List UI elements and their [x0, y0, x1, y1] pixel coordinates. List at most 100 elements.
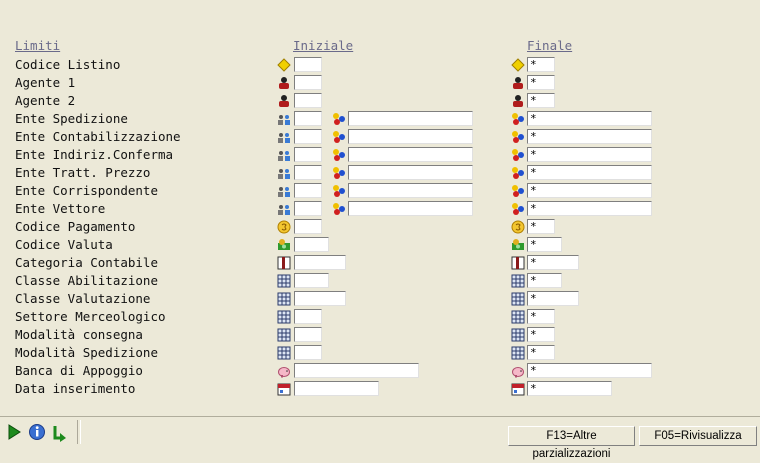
balls-icon [512, 149, 524, 161]
balls-icon [333, 185, 345, 197]
filter-row-ente-spedizione: Ente Spedizione * [0, 110, 760, 128]
final-value-input[interactable]: * [527, 129, 652, 144]
initial-value-input[interactable] [294, 273, 329, 288]
filter-label: Codice Pagamento [15, 219, 136, 234]
initial-value-input[interactable] [294, 237, 329, 252]
initial-value-input[interactable] [294, 165, 322, 180]
grid-icon [511, 346, 525, 360]
diamond-icon [511, 58, 525, 72]
final-value-input[interactable]: * [527, 327, 555, 342]
initial-description-input[interactable] [348, 201, 473, 216]
initial-value-input[interactable] [294, 93, 322, 108]
final-value-input[interactable]: * [527, 237, 562, 252]
calendar-icon [511, 383, 525, 396]
agent-icon [513, 77, 523, 89]
filter-row-settore-merceologico: Settore Merceologico * [0, 308, 760, 326]
initial-value-input[interactable] [294, 345, 322, 360]
balls-icon [512, 185, 524, 197]
balls-icon [512, 113, 524, 125]
filter-label: Agente 1 [15, 75, 76, 90]
grid-icon [277, 274, 291, 288]
final-value-input[interactable]: * [527, 255, 579, 270]
info-icon[interactable] [28, 422, 46, 442]
final-value-input[interactable]: * [527, 183, 652, 198]
filter-row-codice-listino: Codice Listino * [0, 56, 760, 74]
filter-label: Ente Contabilizzazione [15, 129, 181, 144]
final-value-input[interactable]: * [527, 111, 652, 126]
filter-label: Modalità consegna [15, 327, 143, 342]
people-icon [278, 205, 290, 215]
people-icon [278, 187, 290, 197]
filter-row-ente-tratt-prezzo: Ente Tratt. Prezzo * [0, 164, 760, 182]
filter-row-agente-2: Agente 2 * [0, 92, 760, 110]
grid-icon [277, 292, 291, 306]
grid-icon [511, 292, 525, 306]
final-value-input[interactable]: * [527, 363, 652, 378]
people-icon [278, 169, 290, 179]
toolbar-separator [77, 420, 81, 444]
grid-icon [511, 274, 525, 288]
final-value-input[interactable]: * [527, 309, 555, 324]
filter-row-ente-indiriz-conferma: Ente Indiriz.Conferma * [0, 146, 760, 164]
final-value-input[interactable]: * [527, 201, 652, 216]
initial-value-input[interactable] [294, 309, 322, 324]
final-value-input[interactable]: * [527, 345, 555, 360]
final-value-input[interactable]: * [527, 291, 579, 306]
initial-value-input[interactable] [294, 57, 322, 72]
grid-icon [277, 346, 291, 360]
final-value-input[interactable]: * [527, 273, 562, 288]
final-value-input[interactable]: * [527, 165, 652, 180]
filter-label: Categoria Contabile [15, 255, 158, 270]
final-value-input[interactable]: * [527, 219, 555, 234]
initial-value-input[interactable] [294, 183, 322, 198]
initial-value-input[interactable] [294, 255, 346, 270]
filter-row-modalit-consegna: Modalità consegna * [0, 326, 760, 344]
balls-icon [512, 167, 524, 179]
coin-icon [511, 220, 525, 234]
grid-icon [277, 310, 291, 324]
initial-value-input[interactable] [294, 75, 322, 90]
refresh-icon[interactable] [51, 422, 69, 442]
filter-row-codice-valuta: Codice Valuta * [0, 236, 760, 254]
f05-rivisualizza-button[interactable]: F05=Rivisualizza [639, 426, 757, 446]
pig-icon [278, 367, 290, 378]
initial-value-input[interactable] [294, 201, 322, 216]
final-value-input[interactable]: * [527, 381, 612, 396]
f13-altre-parzializzazioni-button[interactable]: F13=Altre parzializzazioni [508, 426, 635, 460]
final-value-input[interactable]: * [527, 75, 555, 90]
initial-value-input[interactable] [294, 147, 322, 162]
initial-description-input[interactable] [348, 111, 473, 126]
agent-icon [279, 95, 289, 107]
run-icon[interactable] [5, 422, 23, 442]
filter-row-banca-di-appoggio: Banca di Appoggio * [0, 362, 760, 380]
filter-row-ente-vettore: Ente Vettore * [0, 200, 760, 218]
initial-value-input[interactable] [294, 381, 379, 396]
final-value-input[interactable]: * [527, 147, 652, 162]
grid-icon [511, 328, 525, 342]
initial-value-input[interactable] [294, 363, 419, 378]
balls-icon [512, 203, 524, 215]
final-value-input[interactable]: * [527, 57, 555, 72]
agent-icon [513, 95, 523, 107]
initial-description-input[interactable] [348, 183, 473, 198]
filter-label: Data inserimento [15, 381, 136, 396]
grid-icon [277, 328, 291, 342]
initial-description-input[interactable] [348, 165, 473, 180]
final-value-input[interactable]: * [527, 93, 555, 108]
initial-description-input[interactable] [348, 147, 473, 162]
initial-value-input[interactable] [294, 129, 322, 144]
coin-icon [277, 220, 291, 234]
filter-row-modalit-spedizione: Modalità Spedizione * [0, 344, 760, 362]
filter-row-codice-pagamento: Codice Pagamento * [0, 218, 760, 236]
initial-value-input[interactable] [294, 291, 346, 306]
initial-value-input[interactable] [294, 219, 322, 234]
initial-value-input[interactable] [294, 111, 322, 126]
balls-icon [333, 203, 345, 215]
filter-label: Modalità Spedizione [15, 345, 158, 360]
filter-row-ente-contabilizzazione: Ente Contabilizzazione * [0, 128, 760, 146]
filter-label: Classe Abilitazione [15, 273, 158, 288]
initial-description-input[interactable] [348, 129, 473, 144]
filter-row-ente-corrispondente: Ente Corrispondente * [0, 182, 760, 200]
grid-icon [511, 310, 525, 324]
initial-value-input[interactable] [294, 327, 322, 342]
